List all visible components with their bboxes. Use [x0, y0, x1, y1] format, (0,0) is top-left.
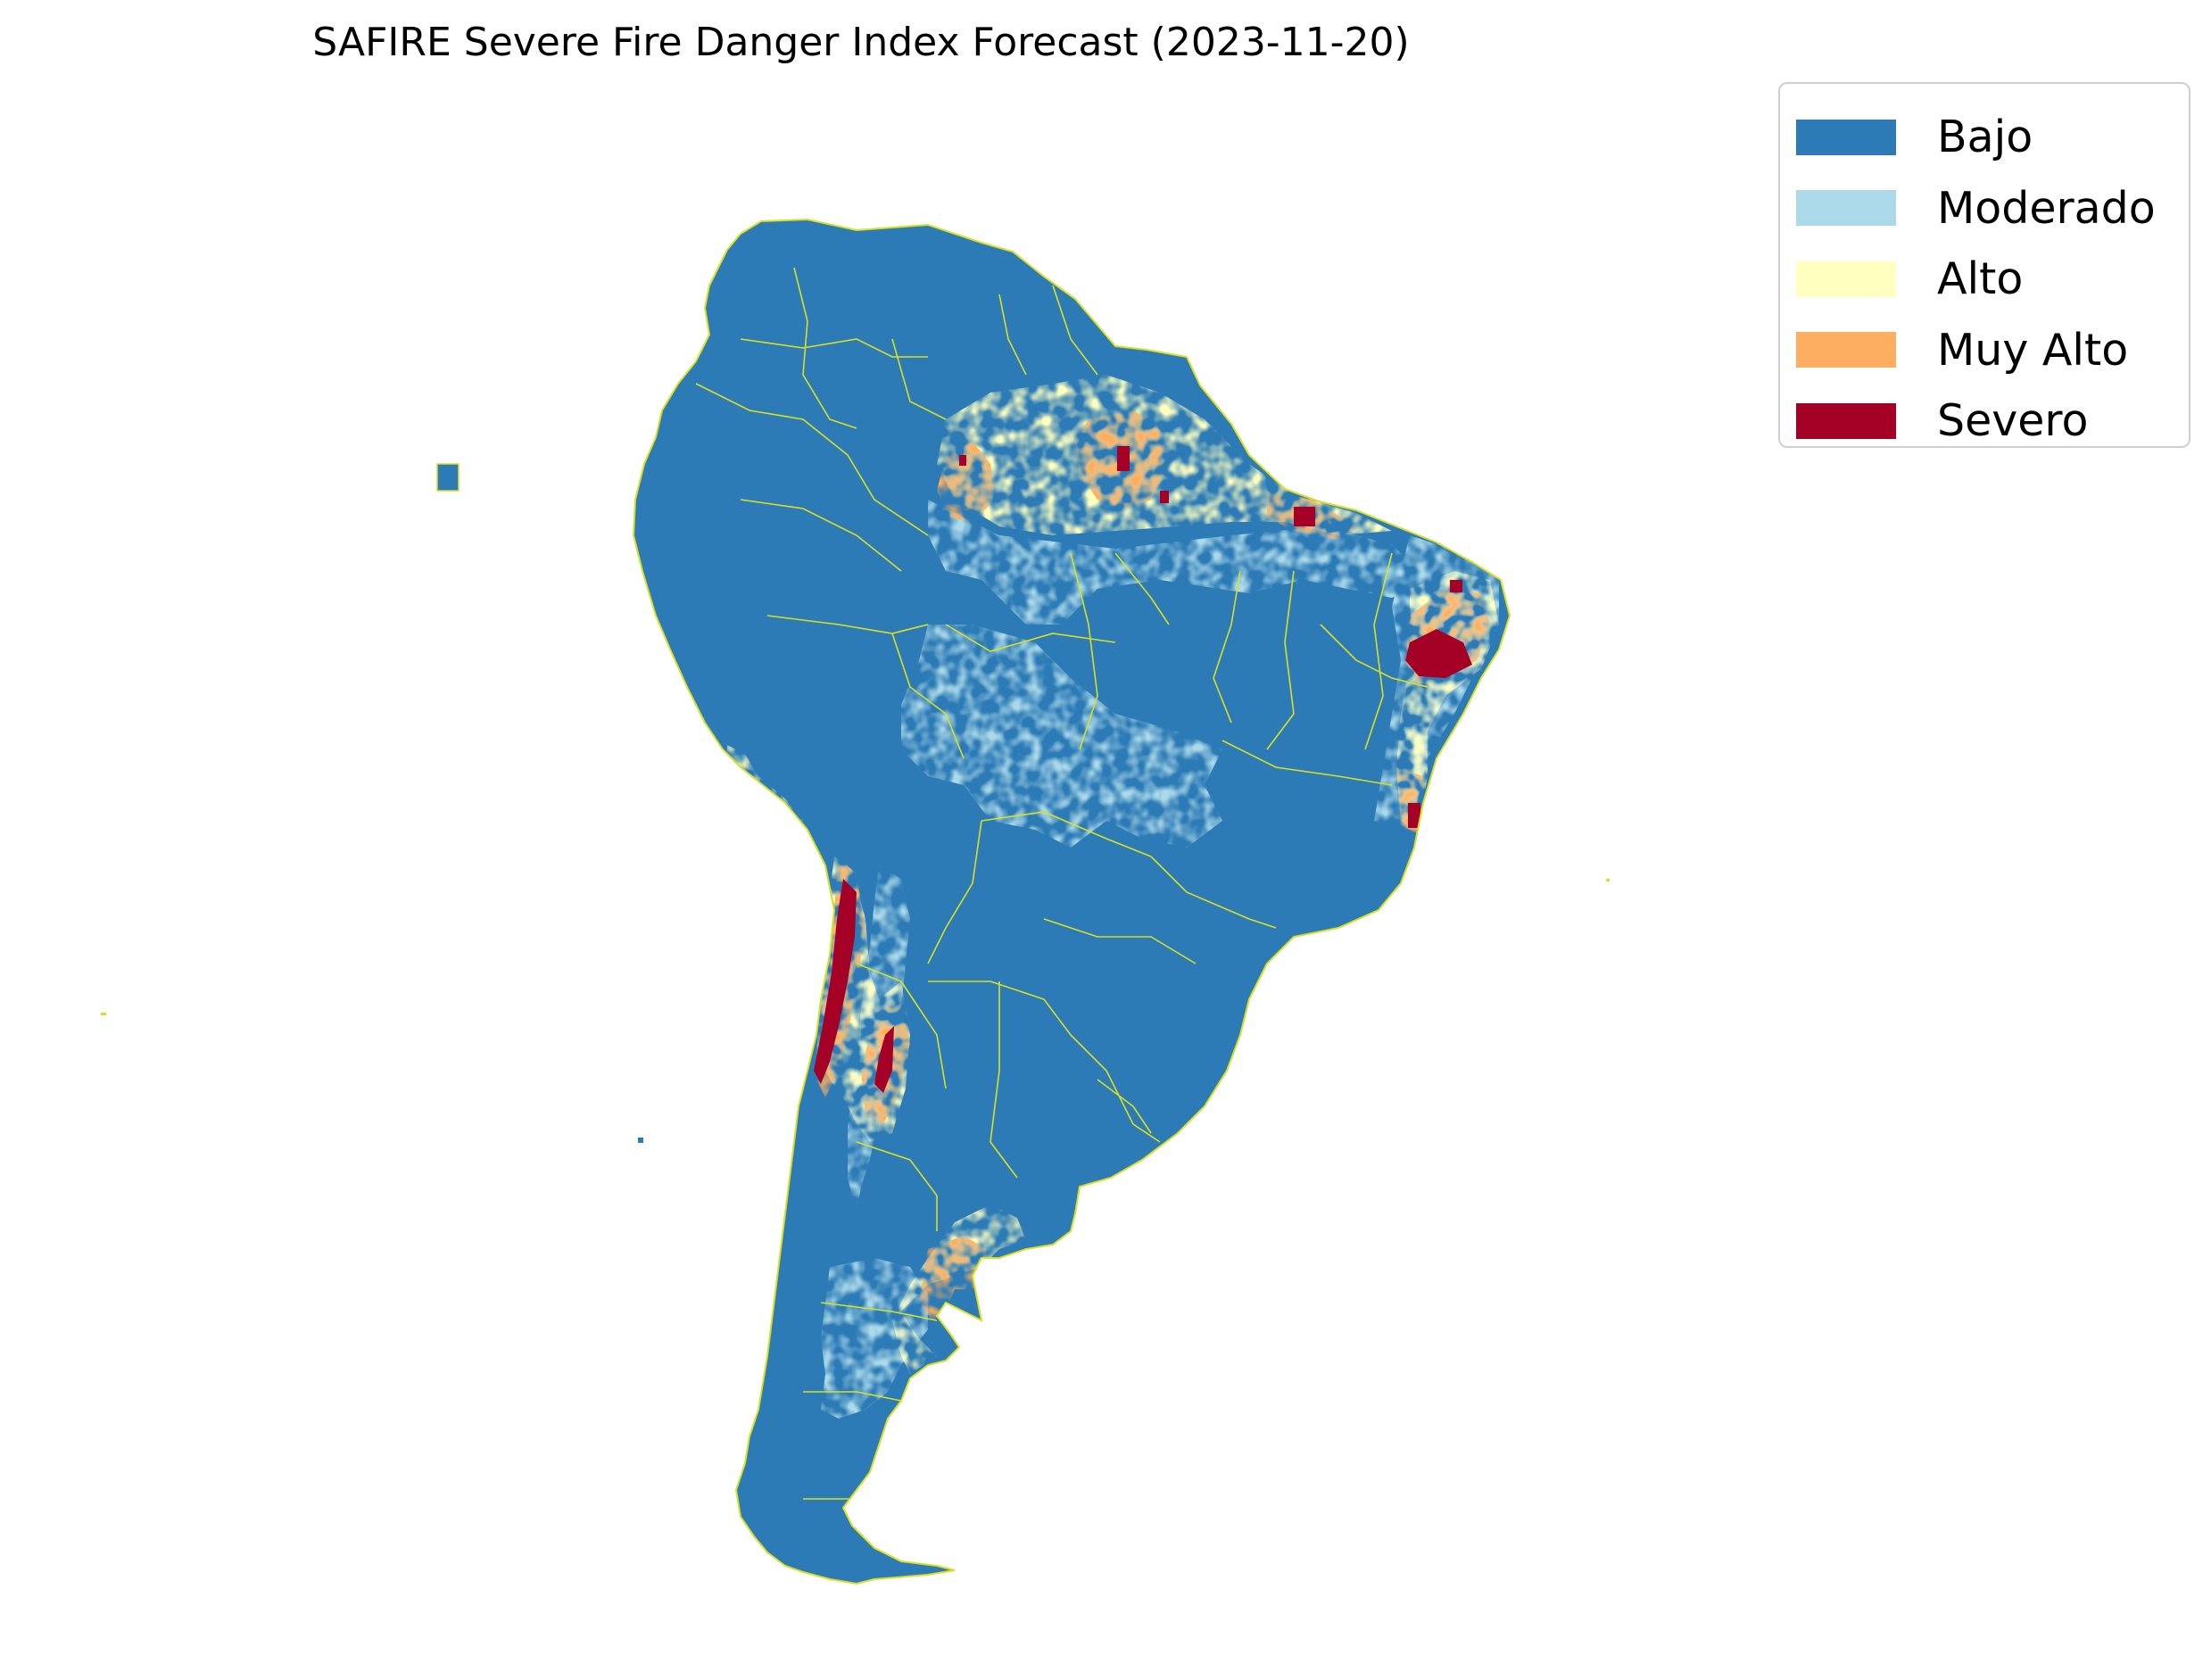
severo-spot-ne-2 — [1408, 803, 1420, 828]
legend-label: Moderado — [1937, 182, 2156, 234]
moderado-zone-patagonia — [821, 1258, 928, 1419]
legend: Bajo Moderado Alto Muy Alto Severo — [1778, 82, 2190, 448]
severo-spot-north-4 — [959, 455, 966, 466]
legend-swatch — [1796, 190, 1896, 227]
severo-zone-argentina — [874, 1026, 894, 1093]
map-title: SAFIRE Severe Fire Danger Index Forecast… — [312, 20, 1410, 65]
severo-spot-north-1 — [1117, 446, 1130, 471]
legend-item-moderado: Moderado — [1796, 173, 2173, 244]
galapagos-islands — [436, 463, 460, 492]
legend-item-muy-alto: Muy Alto — [1796, 315, 2173, 386]
muy-alto-zone-pampa — [919, 1236, 990, 1320]
legend-label: Alto — [1937, 253, 2024, 305]
legend-swatch — [1796, 119, 1896, 155]
muy-alto-zone-north-2 — [937, 442, 995, 522]
legend-swatch — [1796, 402, 1896, 439]
fire-danger-map — [101, 219, 1610, 1585]
danger-overlay — [695, 267, 1499, 1509]
legend-swatch — [1796, 261, 1896, 297]
severo-spot-ne-1 — [1450, 580, 1462, 592]
legend-label: Muy Alto — [1937, 324, 2129, 376]
legend-item-bajo: Bajo — [1796, 102, 2173, 173]
legend-label: Bajo — [1937, 112, 2033, 163]
juan-fernandez-island — [638, 1138, 643, 1143]
legend-label: Severo — [1937, 395, 2089, 447]
alto-zone-pampa — [892, 1204, 1026, 1374]
legend-item-alto: Alto — [1796, 244, 2173, 315]
severo-spot-north-2 — [1160, 491, 1169, 503]
small-island-west — [101, 1013, 106, 1015]
legend-item-severo: Severo — [1796, 385, 2173, 457]
small-island-east — [1606, 879, 1610, 881]
legend-swatch — [1796, 332, 1896, 368]
moderado-zone-central — [901, 625, 1222, 848]
admin-boundaries — [695, 267, 1428, 1509]
severo-spot-north-3 — [1294, 507, 1315, 526]
severo-zone-chile — [814, 879, 857, 1084]
severo-zone-ne — [1405, 629, 1472, 678]
